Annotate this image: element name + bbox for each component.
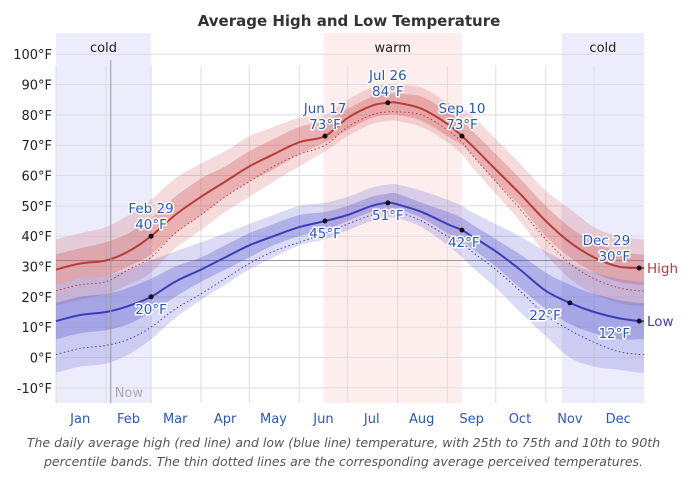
average-line-low	[55, 201, 645, 323]
annotation-date: Jul 26	[368, 68, 407, 84]
annotation-value: 12°F	[598, 326, 630, 342]
annotation-point	[636, 265, 642, 271]
season-label-warm-1: warm	[374, 41, 410, 56]
end-label-low: Low	[647, 314, 674, 330]
x-tick-label-feb: Feb	[117, 412, 140, 427]
y-tick-label: 30°F	[21, 261, 52, 276]
y-tick-label: 60°F	[21, 170, 52, 185]
season-label-cold-0: cold	[90, 41, 117, 56]
x-tick-label-apr: Apr	[214, 412, 237, 427]
annotation-point	[636, 318, 642, 324]
y-tick-label: 100°F	[13, 48, 52, 63]
annotation-date: Jun 17	[303, 101, 347, 117]
annotation-point	[322, 218, 328, 224]
y-tick-label: 0°F	[30, 352, 52, 367]
y-tick-label: 80°F	[21, 109, 52, 124]
annotation-point	[148, 233, 154, 239]
x-tick-label-dec: Dec	[606, 412, 631, 427]
annotation-value: 42°F	[448, 235, 480, 251]
annotation-value: 45°F	[309, 226, 341, 242]
x-tick-label-jun: Jun	[312, 412, 333, 427]
end-label-high: High	[647, 261, 678, 277]
y-tick-label: 90°F	[21, 79, 52, 94]
annotation-date: Sep 10	[439, 101, 486, 117]
annotation-value: 40°F	[135, 217, 167, 233]
y-tick-label: 10°F	[21, 321, 52, 336]
chart-caption: The daily average high (red line) and lo…	[26, 435, 661, 469]
x-tick-label-may: May	[260, 412, 287, 427]
annotation-point	[567, 300, 573, 306]
x-tick-label-mar: Mar	[163, 412, 188, 427]
x-tick-label-oct: Oct	[509, 412, 531, 427]
x-tick-label-jan: Jan	[69, 412, 90, 427]
annotation-point	[322, 133, 328, 139]
annotation-date: Dec 29	[583, 233, 631, 249]
annotation-value: 73°F	[309, 117, 341, 133]
band-10-90-high	[56, 84, 644, 307]
season-band-cold-0	[56, 33, 152, 403]
annotation-point	[459, 133, 465, 139]
chart-title: Average High and Low Temperature	[198, 12, 501, 30]
y-tick-label: -10°F	[17, 382, 52, 397]
band-25-75-high	[56, 93, 644, 285]
y-tick-label: 20°F	[21, 291, 52, 306]
annotation-point	[459, 227, 465, 233]
y-tick-label: 40°F	[21, 230, 52, 245]
season-band-warm-1	[323, 33, 462, 403]
annotation-date: Feb 29	[128, 201, 173, 217]
annotation-point	[148, 294, 154, 300]
temperature-chart: Average High and Low Temperature cold warm…	[13, 12, 678, 427]
annotation-point	[385, 200, 391, 206]
annotation-value: 22°F	[529, 308, 561, 324]
perceived-line-high	[55, 110, 645, 292]
season-label-cold-2: cold	[589, 41, 616, 56]
season-band-cold-2	[561, 33, 644, 403]
annotation-point	[385, 100, 391, 106]
annotation-value: 84°F	[372, 84, 404, 100]
x-tick-label-sep: Sep	[459, 412, 484, 427]
y-tick-label: 70°F	[21, 139, 52, 154]
annotation-value: 73°F	[446, 117, 478, 133]
now-label: Now	[115, 386, 144, 401]
annotation-value: 51°F	[372, 208, 404, 224]
band-10-90-low	[56, 184, 644, 373]
annotation-value: 20°F	[135, 302, 167, 318]
x-tick-label-aug: Aug	[409, 412, 434, 427]
annotation-value: 30°F	[598, 249, 630, 265]
average-line-high	[55, 101, 645, 271]
perceived-line-low	[55, 210, 645, 356]
x-tick-label-nov: Nov	[557, 412, 583, 427]
x-tick-label-jul: Jul	[363, 412, 380, 427]
band-25-75-low	[56, 192, 644, 340]
y-tick-label: 50°F	[21, 200, 52, 215]
